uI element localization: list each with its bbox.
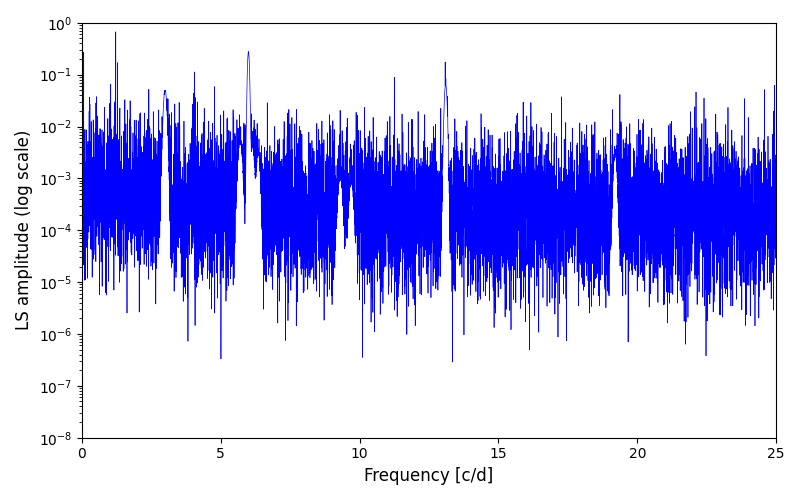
Y-axis label: LS amplitude (log scale): LS amplitude (log scale) (15, 130, 33, 330)
X-axis label: Frequency [c/d]: Frequency [c/d] (364, 467, 494, 485)
